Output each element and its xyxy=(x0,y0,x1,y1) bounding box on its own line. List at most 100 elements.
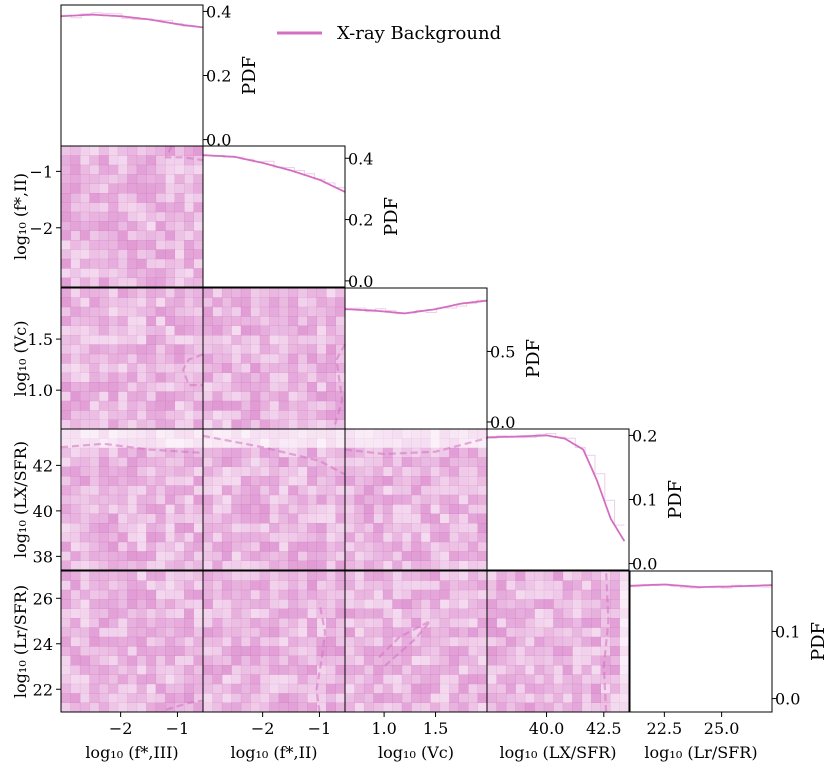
heatmap-cell xyxy=(165,485,175,496)
pdf-curve-fIII xyxy=(60,13,204,29)
heatmap-cell xyxy=(165,560,175,571)
heatmap-cell xyxy=(89,363,100,373)
heatmap-cell xyxy=(288,288,299,298)
heatmap-cell xyxy=(61,410,71,420)
heatmap-cell xyxy=(108,202,119,213)
heatmap-cell xyxy=(184,560,194,571)
heatmap-cell xyxy=(136,476,147,486)
heatmap-cell xyxy=(174,466,185,477)
heatmap-cell xyxy=(70,523,81,533)
heatmap-cell xyxy=(354,494,365,505)
heatmap-cell xyxy=(297,674,308,685)
heatmap-cell xyxy=(250,608,261,619)
heatmap-cell xyxy=(193,438,204,449)
heatmap-cell xyxy=(600,618,611,628)
heatmap-cell xyxy=(600,665,611,675)
heatmap-cell xyxy=(70,164,81,175)
heatmap-cell xyxy=(127,268,138,278)
heatmap-cell xyxy=(411,608,422,619)
heatmap-cell xyxy=(250,457,261,467)
heatmap-cell xyxy=(98,608,109,619)
heatmap-cell xyxy=(98,683,109,694)
column-axis-label: log₁₀ (Vc) xyxy=(378,743,454,762)
heatmap-cell xyxy=(127,580,138,591)
heatmap-cell xyxy=(269,599,280,609)
heatmap-cell xyxy=(288,494,299,505)
heatmap-cell xyxy=(250,646,261,656)
heatmap-cell xyxy=(136,683,147,694)
heatmap-cell xyxy=(203,608,213,619)
heatmap-cell xyxy=(61,391,71,402)
heatmap-cell xyxy=(155,240,166,250)
heatmap-cell xyxy=(108,457,119,467)
heatmap-cell xyxy=(382,571,393,581)
heatmap-cell xyxy=(193,571,204,581)
heatmap-cell xyxy=(610,589,620,600)
heatmap-cell xyxy=(477,693,488,703)
heatmap-cell xyxy=(165,665,175,675)
heatmap-cell xyxy=(250,400,261,411)
heatmap-cell xyxy=(401,457,412,467)
heatmap-cell xyxy=(335,438,346,449)
heatmap-cell xyxy=(297,683,308,694)
contour-line xyxy=(315,602,327,713)
heatmap-cell xyxy=(61,277,71,288)
heatmap-cell xyxy=(297,438,308,449)
heatmap-cell xyxy=(70,277,81,288)
heatmap-cell xyxy=(297,447,308,458)
heatmap-cell xyxy=(468,476,478,486)
xtick-label: −1 xyxy=(166,719,190,738)
heatmap-cell xyxy=(165,693,175,703)
heatmap-cell xyxy=(221,523,232,533)
heatmap-cell xyxy=(184,325,194,336)
heatmap-cell xyxy=(326,693,336,703)
heatmap-cell xyxy=(184,268,194,278)
heatmap-cell xyxy=(477,674,488,685)
heatmap-cell xyxy=(278,476,289,486)
heatmap-cell xyxy=(335,523,346,533)
heatmap-cell xyxy=(553,571,564,581)
heatmap-cell xyxy=(326,646,336,656)
heatmap-cell xyxy=(79,571,90,581)
heatmap-cell xyxy=(136,277,147,288)
heatmap-cell xyxy=(487,693,497,703)
heatmap-cell xyxy=(401,646,412,656)
heatmap-cell xyxy=(288,466,299,477)
heatmap-cell xyxy=(345,457,355,467)
heatmap-cell xyxy=(307,683,317,694)
heatmap-cell xyxy=(477,655,488,666)
heatmap-cell xyxy=(411,627,422,638)
heatmap-cell xyxy=(127,485,138,496)
heatmap-cell xyxy=(316,541,327,552)
heatmap-cell xyxy=(505,655,516,666)
heatmap-cell xyxy=(307,410,317,420)
heatmap-cell xyxy=(524,646,535,656)
heatmap-cell xyxy=(335,618,346,628)
heatmap-cell xyxy=(193,353,204,364)
heatmap-cell xyxy=(477,466,488,477)
heatmap-cell xyxy=(250,438,261,449)
heatmap-cell xyxy=(524,589,535,600)
heatmap-cell xyxy=(61,297,71,308)
heatmap-cell xyxy=(534,636,545,647)
heatmap-cell xyxy=(363,627,374,638)
heatmap-cell xyxy=(108,372,119,383)
heatmap-cell xyxy=(297,485,308,496)
heatmap-cell xyxy=(193,325,204,336)
heatmap-cell xyxy=(240,589,251,600)
heatmap-cell xyxy=(534,589,545,600)
heatmap-cell xyxy=(89,146,100,156)
heatmap-cell xyxy=(477,447,488,458)
pdf-ytick-label: 0.0 xyxy=(206,131,231,150)
heatmap-cell xyxy=(307,429,317,439)
heatmap-cell xyxy=(307,627,317,638)
heatmap-cell xyxy=(127,665,138,675)
heatmap-cell xyxy=(600,627,611,638)
heatmap-cell xyxy=(127,532,138,543)
heatmap-cell xyxy=(155,683,166,694)
heatmap-cell xyxy=(136,541,147,552)
heatmap-cell xyxy=(477,589,488,600)
heatmap-cell xyxy=(89,344,100,355)
heatmap-cell xyxy=(221,363,232,373)
heatmap-cell xyxy=(468,580,478,591)
